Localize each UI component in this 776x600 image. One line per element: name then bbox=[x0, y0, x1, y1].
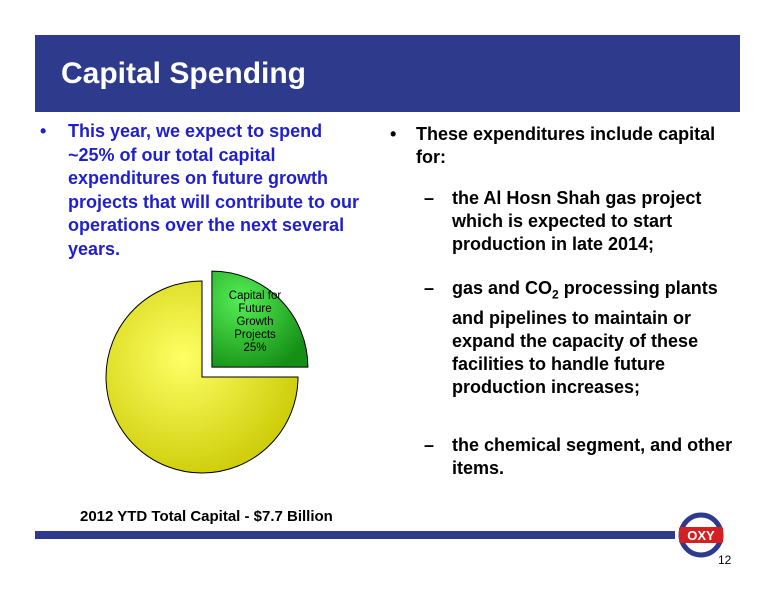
pie-label-line: Projects bbox=[234, 329, 276, 341]
dash-marker: – bbox=[424, 435, 435, 455]
pie-slice-label: Capital for Future Growth Projects 25% bbox=[215, 290, 295, 355]
pie-label-line: Future bbox=[238, 303, 272, 315]
right-intro-text: These expenditures include capital for: bbox=[416, 124, 716, 167]
pie-slice-growth bbox=[211, 270, 309, 368]
bullet-marker: • bbox=[390, 124, 397, 144]
pie-label-line: 25% bbox=[243, 342, 267, 354]
right-item-3-text: the chemical segment, and other items. bbox=[452, 435, 733, 478]
title-bar: Capital Spending bbox=[35, 35, 740, 112]
slide-title: Capital Spending bbox=[61, 57, 307, 90]
chart-caption: 2012 YTD Total Capital - $7.7 Billion bbox=[80, 508, 333, 525]
right-item-1-text: the Al Hosn Shah gas project which is ex… bbox=[452, 188, 702, 254]
pie-label-line: Capital for bbox=[228, 290, 282, 302]
pie-label-line: Growth bbox=[236, 316, 274, 328]
svg-text:OXY: OXY bbox=[687, 528, 715, 543]
bullet-marker: • bbox=[40, 121, 47, 141]
dash-marker: – bbox=[424, 278, 435, 298]
left-bullet-text: This year, we expect to spend ~25% of ou… bbox=[68, 121, 360, 259]
dash-marker: – bbox=[424, 188, 435, 208]
pie-chart bbox=[100, 265, 320, 485]
right-item-2-text: gas and CO2 processing plants and pipeli… bbox=[452, 278, 718, 397]
page-number: 12 bbox=[718, 553, 732, 567]
oxy-logo: OXY bbox=[677, 512, 725, 558]
pie-slice-other bbox=[105, 280, 299, 474]
bottom-bar bbox=[35, 531, 675, 539]
